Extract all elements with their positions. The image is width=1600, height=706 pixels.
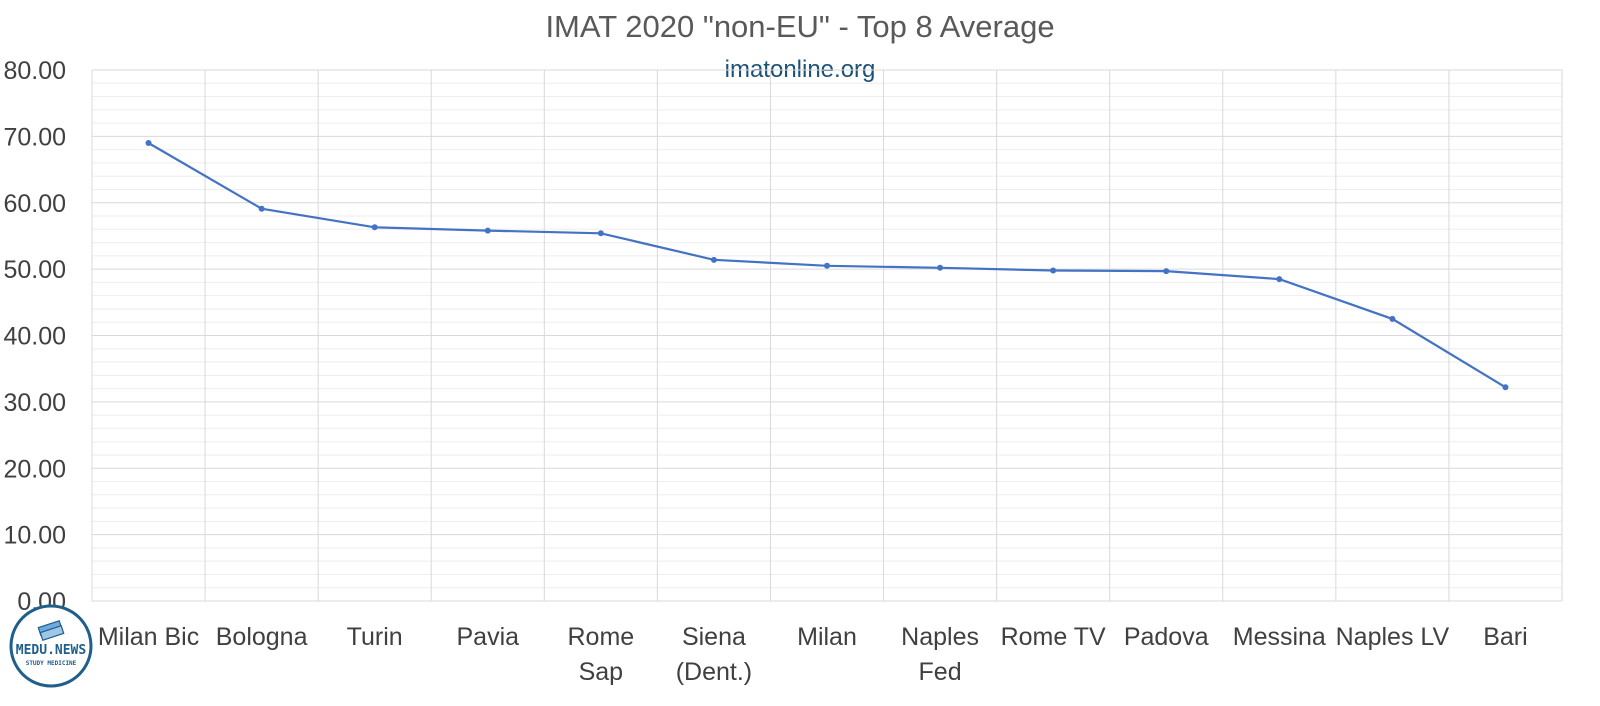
x-tick-label: Milan Bic	[98, 623, 199, 651]
data-point	[1389, 315, 1396, 322]
logo-tagline: STUDY MEDICINE	[26, 660, 77, 667]
x-tick-label: Pavia	[456, 623, 519, 651]
x-tick-label: Padova	[1124, 623, 1209, 651]
x-axis: Milan Bic Bologna Turin Pavia Rome Sap Siena (D…	[98, 623, 1528, 686]
data-point	[597, 230, 604, 237]
data-point	[258, 205, 265, 212]
y-tick-label: 30.00	[3, 389, 66, 417]
data-point	[371, 224, 378, 231]
x-tick-label: Messina	[1233, 623, 1326, 651]
x-tick-label: Siena (Dent.)	[676, 623, 752, 686]
data-point	[145, 140, 152, 147]
data-point	[484, 227, 491, 234]
y-tick-label: 60.00	[3, 190, 66, 218]
x-tick-label: Rome Sap	[568, 623, 635, 686]
data-point	[1050, 267, 1057, 274]
x-tick-label: Bari	[1483, 623, 1527, 651]
y-tick-label: 40.00	[3, 323, 66, 351]
chart-title: IMAT 2020 "non-EU" - Top 8 Average	[545, 9, 1054, 44]
medu-news-logo: MEDU.NEWS STUDY MEDICINE	[9, 604, 93, 688]
x-tick-label: Milan	[797, 623, 857, 651]
x-tick-label: Naples Fed	[901, 623, 979, 686]
y-tick-label: 70.00	[3, 123, 66, 151]
y-tick-label: 20.00	[3, 455, 66, 483]
data-point	[710, 256, 717, 263]
x-tick-label: Naples LV	[1336, 623, 1450, 651]
x-tick-label: Turin	[347, 623, 403, 651]
data-point	[1163, 268, 1170, 275]
data-point	[937, 264, 944, 271]
data-point	[1276, 276, 1283, 283]
y-tick-label: 10.00	[3, 522, 66, 550]
x-tick-label: Rome TV	[1001, 623, 1106, 651]
data-point	[824, 262, 830, 269]
data-point	[1502, 384, 1509, 391]
money-stack-icon	[37, 620, 65, 641]
series-plot	[145, 140, 1509, 391]
logo-name: MEDU.NEWS	[16, 643, 87, 658]
y-axis: 0.0010.0020.0030.0040.0050.0060.0070.008…	[3, 57, 66, 616]
y-tick-label: 50.00	[3, 256, 66, 284]
x-tick-label: Bologna	[216, 623, 308, 651]
gridlines	[91, 69, 1563, 602]
y-tick-label: 80.00	[3, 57, 66, 85]
